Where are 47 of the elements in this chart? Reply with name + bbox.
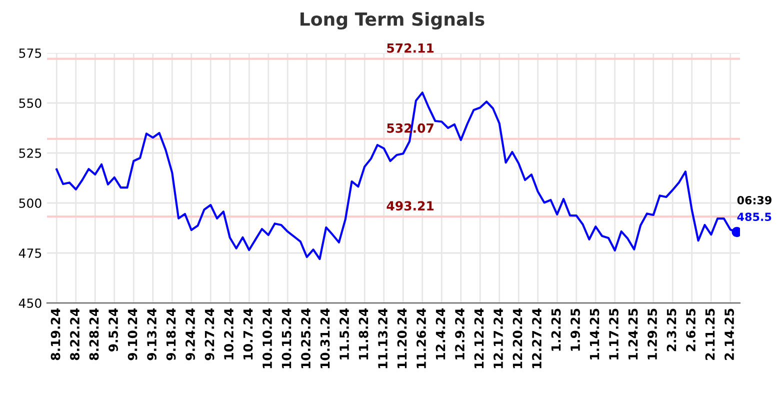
y-tick-label: 475	[18, 248, 42, 258]
x-tick-label: 9.18.24	[166, 308, 176, 360]
x-tick-label: 1.9.25	[570, 308, 580, 351]
annotation: 485.5	[737, 212, 772, 222]
x-tick-label: 12.12.24	[474, 308, 484, 368]
y-tick-label: 450	[18, 298, 42, 308]
x-tick-label: 1.17.25	[609, 308, 618, 360]
ref-line-label: 493.21	[386, 201, 434, 211]
x-tick-label: 2.11.25	[705, 308, 715, 360]
x-tick-label: 8.19.24	[50, 308, 60, 360]
x-tick-label: 12.17.24	[494, 308, 503, 368]
x-tick-label: 2.14.25	[724, 308, 734, 360]
x-tick-label: 9.27.24	[204, 308, 214, 360]
x-tick-label: 2.6.25	[686, 308, 696, 352]
x-tick-label: 10.10.24	[262, 308, 272, 368]
x-tick-label: 9.24.24	[186, 308, 195, 360]
x-tick-label: 10.15.24	[282, 308, 292, 368]
x-tick-label: 8.22.24	[70, 308, 80, 360]
x-tick-label: 11.13.24	[378, 308, 388, 368]
x-tick-label: 9.5.24	[108, 308, 118, 352]
x-tick-label: 2.3.25	[666, 308, 676, 352]
x-tick-label: 1.2.25	[551, 308, 561, 351]
y-tick-label: 525	[19, 148, 42, 158]
x-tick-label: 12.27.24	[532, 308, 542, 368]
x-tick-label: 10.2.24	[224, 308, 234, 360]
x-tick-label: 1.14.25	[590, 308, 600, 360]
x-tick-label: 8.28.24	[89, 308, 99, 360]
x-tick-label: 1.24.25	[628, 308, 638, 360]
x-tick-label: 9.13.24	[147, 308, 156, 360]
x-tick-label: 12.4.24	[436, 308, 446, 360]
y-tick-label: 550	[19, 98, 42, 108]
y-tick-label: 575	[19, 48, 42, 58]
x-tick-label: 11.26.24	[416, 308, 426, 368]
x-tick-label: 12.20.24	[512, 308, 522, 368]
x-tick-label: 10.7.24	[243, 308, 253, 360]
x-tick-label: 10.25.24	[301, 308, 310, 368]
annotation: 06:39	[737, 196, 772, 204]
x-tick-label: 9.10.24	[128, 308, 138, 360]
x-tick-label: 1.29.25	[648, 308, 657, 360]
x-tick-label: 12.9.24	[455, 308, 464, 360]
x-tick-label: 10.31.24	[320, 308, 330, 368]
x-tick-label: 11.5.24	[340, 308, 349, 360]
y-tick-label: 500	[19, 198, 42, 208]
x-tick-label: 11.20.24	[397, 308, 407, 368]
x-tick-label: 11.8.24	[358, 308, 368, 360]
chart-title: Long Term Signals	[300, 12, 484, 30]
ref-line-label: 572.11	[387, 43, 434, 53]
